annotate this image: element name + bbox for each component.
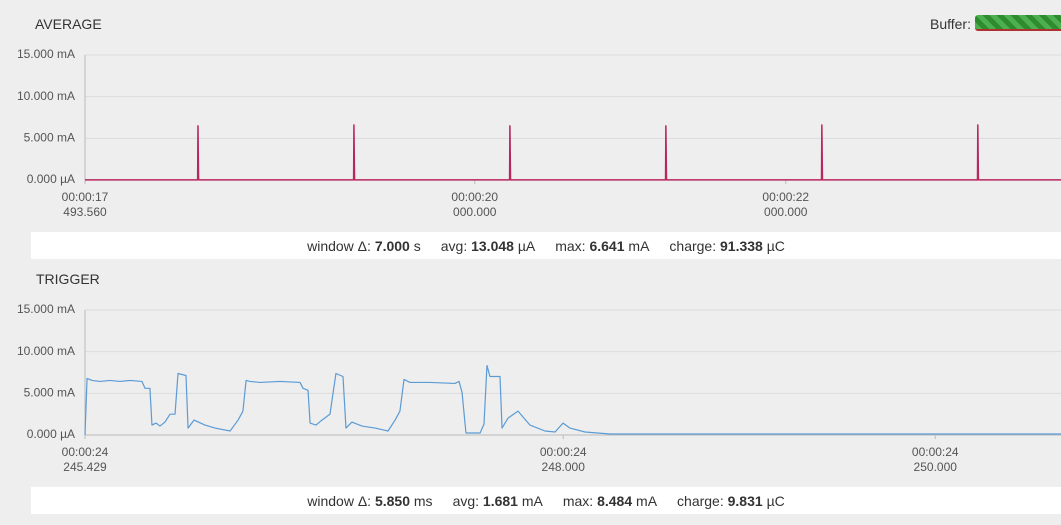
stat-unit: µA — [517, 237, 536, 254]
stat-label: max: — [562, 492, 594, 509]
stat-label: window Δ: — [307, 237, 371, 254]
stat-value: 13.048 — [471, 237, 514, 254]
stat-unit: mA — [636, 492, 658, 509]
y-tick-label: 5.000 mA — [24, 386, 75, 400]
buffer-label: Buffer: — [930, 16, 971, 32]
stat-label: avg: — [440, 237, 468, 254]
stat-item: charge: 91.338 µC — [669, 238, 785, 254]
y-tick-label: 10.000 mA — [17, 344, 75, 358]
stat-item: avg: 13.048 µA — [441, 238, 535, 254]
stat-value: 9.831 — [727, 492, 763, 509]
stat-item: avg: 1.681 mA — [453, 493, 543, 509]
stat-value: 91.338 — [720, 237, 763, 254]
y-tick-label: 10.000 mA — [17, 89, 75, 103]
stat-item: window Δ: 5.850 ms — [307, 493, 432, 509]
stat-value: 7.000 — [374, 237, 410, 254]
stats-bar: window Δ: 7.000 s avg: 13.048 µA max: 6.64… — [31, 232, 1061, 259]
stat-item: max: 8.484 mA — [563, 493, 657, 509]
stat-value: 6.641 — [589, 237, 625, 254]
stat-label: max: — [555, 237, 586, 254]
x-tick-label: 00:00:24 248.000 — [539, 445, 587, 474]
data-line — [84, 364, 1061, 436]
y-tick-label: 5.000 mA — [24, 131, 75, 145]
stat-item: window Δ: 7.000 s — [307, 238, 421, 254]
stat-unit: µC — [766, 492, 785, 509]
x-tick-label: 00:00:17 493.560 — [61, 190, 109, 219]
stat-unit: µC — [766, 237, 785, 254]
stat-unit: ms — [413, 492, 433, 509]
stat-label: charge: — [669, 237, 717, 254]
data-line — [85, 124, 1061, 181]
stat-item: max: 6.641 mA — [555, 238, 649, 254]
chart-title: TRIGGER — [36, 271, 100, 287]
stat-value: 5.850 — [374, 492, 410, 509]
x-tick-label: 00:00:22 000.000 — [762, 190, 810, 219]
stat-value: 1.681 — [482, 492, 518, 509]
stat-label: avg: — [452, 492, 480, 509]
stat-label: charge: — [677, 492, 724, 509]
y-tick-label: 15.000 mA — [17, 47, 75, 61]
y-tick-label: 0.000 µA — [27, 427, 75, 441]
x-tick-label: 00:00:24 250.000 — [911, 445, 959, 474]
y-tick-label: 15.000 mA — [17, 302, 75, 316]
stat-unit: s — [413, 237, 421, 254]
buffer-bar — [975, 15, 1061, 31]
x-tick-label: 00:00:20 000.000 — [451, 190, 499, 219]
stats-bar: window Δ: 5.850 ms avg: 1.681 mA max: 8.48… — [31, 487, 1061, 514]
stat-item: charge: 9.831 µC — [677, 493, 785, 509]
y-tick-label: 0.000 µA — [27, 172, 75, 186]
chart-title: AVERAGE — [35, 16, 102, 32]
stat-label: window Δ: — [307, 492, 372, 509]
stat-unit: mA — [628, 237, 650, 254]
x-tick-label: 00:00:24 245.429 — [61, 445, 109, 474]
stat-unit: mA — [521, 492, 543, 509]
stat-value: 8.484 — [597, 492, 633, 509]
